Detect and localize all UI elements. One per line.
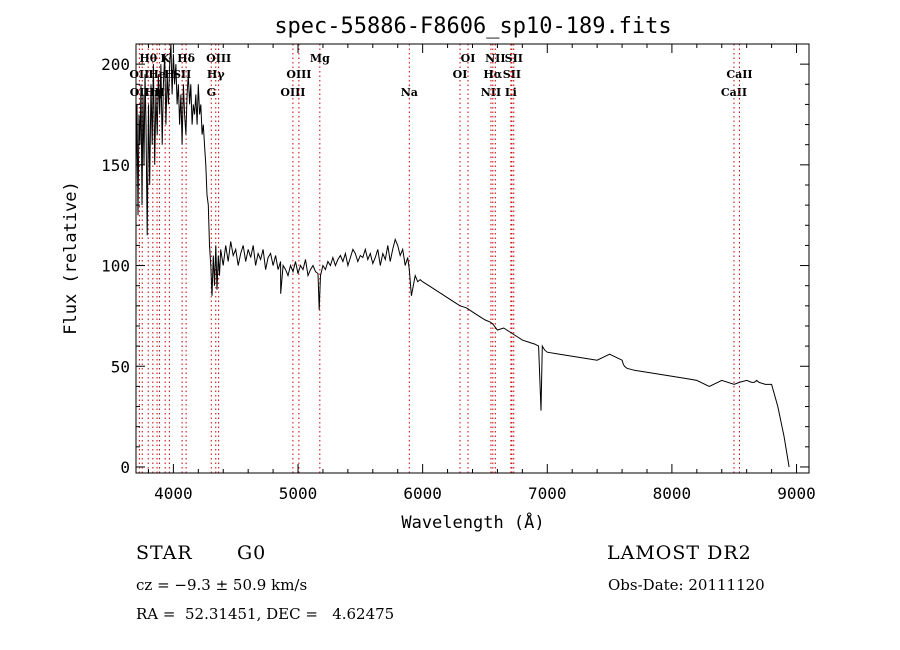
line-marker-label: OIII	[280, 86, 305, 99]
y-tick-label: 200	[101, 55, 130, 74]
line-marker-label: NII	[481, 86, 501, 99]
line-marker-label: Hθ	[139, 52, 157, 65]
line-marker-label: SII	[503, 68, 521, 81]
line-marker-label: K	[160, 52, 170, 65]
sky-coordinates: RA = 52.31451, DEC = 4.62475	[136, 605, 395, 623]
redshift-velocity: cz = −9.3 ± 50.9 km/s	[136, 576, 308, 594]
y-tick-label: 100	[101, 257, 130, 276]
x-tick-label: 5000	[279, 484, 318, 503]
spectrum-line	[135, 43, 790, 468]
chart-title: spec-55886-F8606_sp10-189.fits	[274, 14, 671, 39]
line-marker-label: Mg	[310, 52, 330, 65]
line-marker-label: NII	[485, 52, 505, 65]
object-class: STAR	[136, 542, 193, 564]
line-marker-label: OII	[129, 68, 149, 81]
x-tick-label: 9000	[777, 484, 816, 503]
line-marker-label: CaII	[721, 86, 747, 99]
line-marker-label: OI	[453, 68, 468, 81]
x-tick-label: 8000	[653, 484, 692, 503]
x-tick-label: 4000	[154, 484, 193, 503]
x-axis-label: Wavelength (Å)	[401, 511, 544, 533]
y-tick-label: 0	[120, 458, 130, 477]
line-marker-label: OIII	[286, 68, 311, 81]
line-marker-label: CaII	[726, 68, 752, 81]
survey-name: LAMOST DR2	[607, 542, 752, 564]
y-axis-label: Flux (relative)	[61, 181, 81, 335]
x-tick-label: 6000	[403, 484, 442, 503]
line-marker-label: Hδ	[177, 52, 195, 65]
line-marker-label: Hα	[483, 68, 502, 81]
y-tick-label: 150	[101, 156, 130, 175]
spectrum-chart: spec-55886-F8606_sp10-189.fits OII OIII Hθ…	[61, 14, 816, 533]
line-marker-label: H	[154, 86, 164, 99]
observation-date: Obs-Date: 20111120	[608, 576, 765, 594]
x-tick-label: 7000	[528, 484, 567, 503]
line-marker-label: OI	[461, 52, 476, 65]
line-markers: OIIOIIIHθHηHeHKHSIIHδGHγOIIIOIIIOIIIMgNa…	[129, 44, 753, 473]
line-marker-label: G	[207, 86, 216, 99]
line-marker-label: Na	[401, 86, 418, 99]
object-subclass: G0	[237, 542, 267, 564]
y-tick-label: 50	[111, 357, 130, 376]
line-marker-label: OIII	[206, 52, 231, 65]
line-marker-label: SII	[173, 68, 191, 81]
line-marker-label: Li	[505, 86, 517, 99]
axes: 4000 5000 6000 7000 8000 9000 0 50 100 150 200	[101, 44, 816, 503]
line-marker-label: Hγ	[207, 68, 225, 81]
line-marker-label: SII	[505, 52, 523, 65]
